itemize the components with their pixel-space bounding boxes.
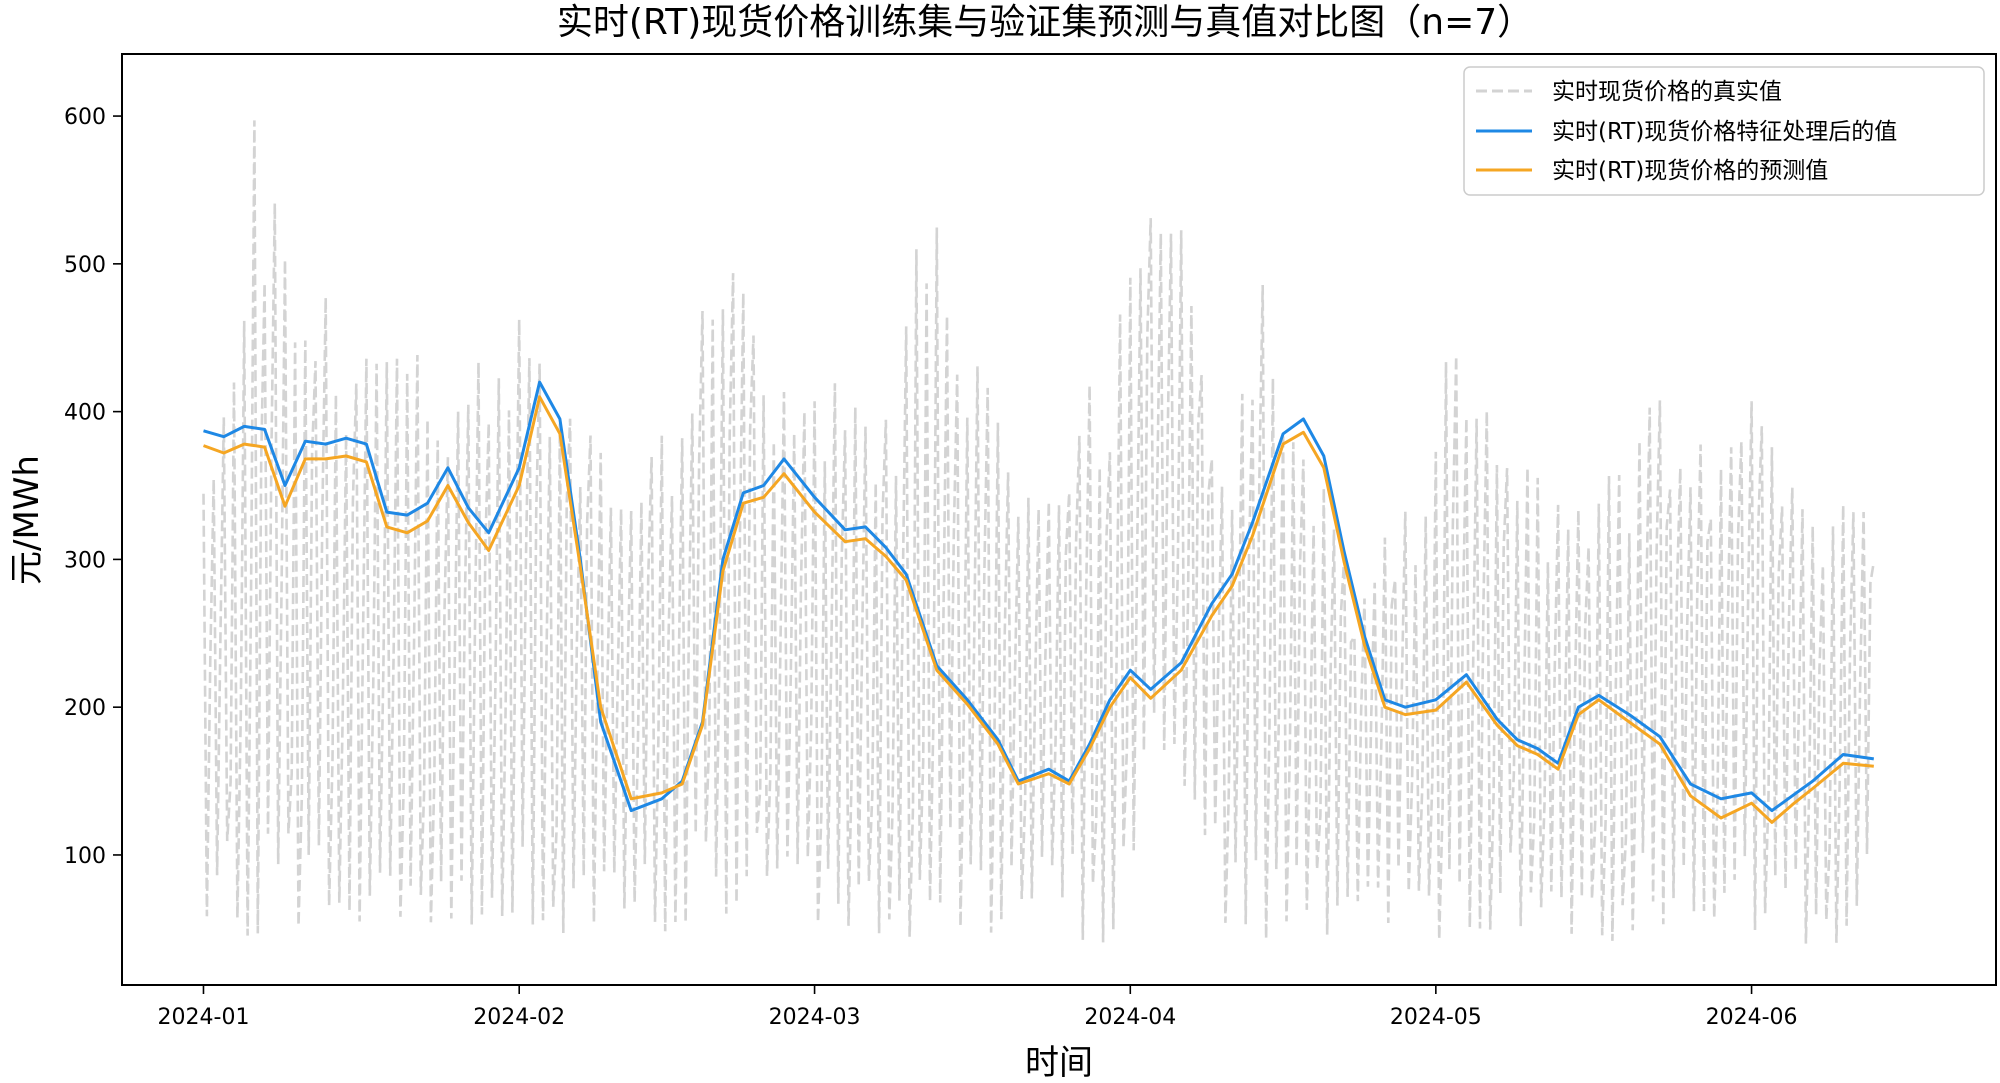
line-series-layer — [202, 380, 1875, 824]
x-axis-label: 时间 — [1025, 1043, 1093, 1083]
true-value-series — [202, 120, 1876, 944]
legend-label-predict: 实时(RT)现货价格的预测值 — [1552, 158, 1828, 184]
legend-box — [1463, 66, 1985, 196]
y-tick-label: 200 — [64, 696, 106, 721]
y-tick-label: 500 — [64, 253, 106, 278]
x-tick-label: 2024-06 — [1706, 1005, 1798, 1030]
x-tick-label: 2024-05 — [1390, 1005, 1482, 1030]
x-tick-label: 2024-04 — [1084, 1005, 1176, 1030]
legend: 实时现货价格的真实值 实时(RT)现货价格特征处理后的值 实时(RT)现货价格的… — [1463, 66, 1985, 196]
true-value-line — [202, 120, 1876, 944]
feature-value-line — [203, 380, 1875, 813]
predicted-value-line — [202, 395, 1874, 824]
plot-frame — [121, 53, 1997, 986]
y-axis: 100 200 300 400 500 600 — [64, 105, 122, 869]
x-tick-label: 2024-03 — [769, 1005, 861, 1030]
legend-label-feature: 实时(RT)现货价格特征处理后的值 — [1552, 119, 1897, 145]
y-tick-label: 100 — [64, 844, 106, 869]
chart-title: 实时(RT)现货价格训练集与验证集预测与真值对比图（n=7） — [557, 2, 1533, 43]
x-axis: 2024-01 2024-02 2024-03 2024-04 2024-05 2024-… — [158, 985, 1798, 1030]
y-axis-label: 元/MWh — [7, 455, 47, 585]
y-tick-label: 400 — [64, 401, 106, 426]
y-tick-label: 600 — [64, 105, 106, 130]
x-tick-label: 2024-01 — [158, 1005, 250, 1030]
y-tick-label: 300 — [64, 548, 106, 573]
legend-label-true: 实时现货价格的真实值 — [1552, 79, 1782, 105]
x-tick-label: 2024-02 — [473, 1005, 565, 1030]
